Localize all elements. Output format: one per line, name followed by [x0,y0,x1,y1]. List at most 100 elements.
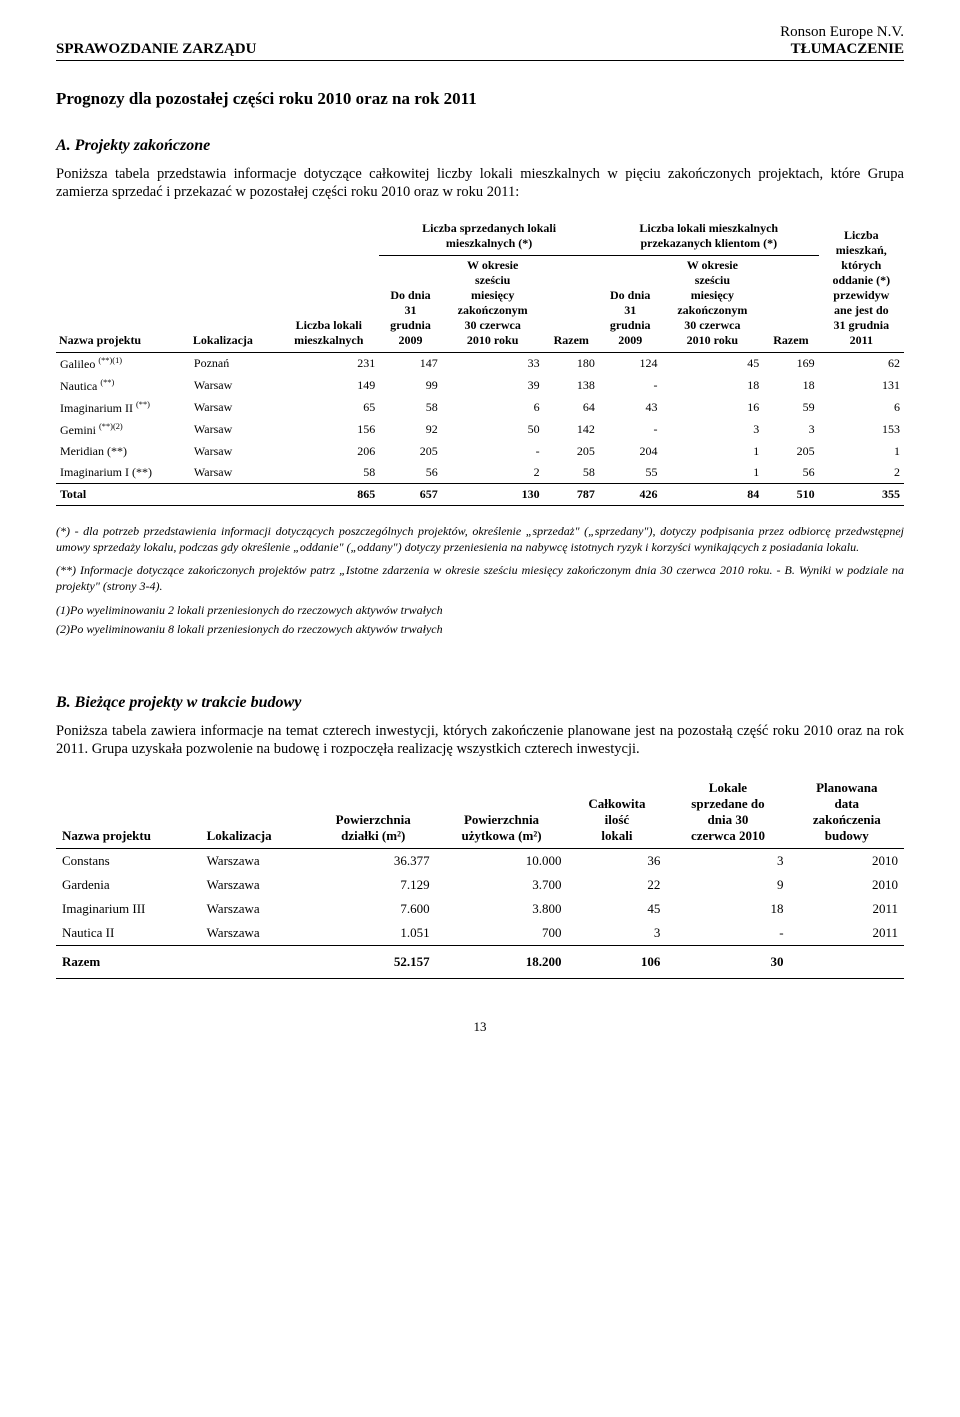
cell-a3: 205 [544,441,599,462]
table-row: Imaginarium I (**)Warsaw5856258551562 [56,462,904,484]
cell-loc: Warsaw [190,375,278,397]
cell-b3: 3 [763,419,818,441]
cell-name: Imaginarium I (**) [56,462,190,484]
cell-plot: 36.377 [311,849,436,874]
cell-total: 156 [278,419,379,441]
cell-planned: 2010 [790,849,904,874]
cell-b3: 56 [763,462,818,484]
footnote-1: (1)Po wyeliminowaniu 2 lokali przeniesio… [56,603,904,619]
cell-a2: 39 [442,375,544,397]
cell-loc: Warsaw [190,462,278,484]
cell-sold: 3 [666,849,789,874]
table-row: Imaginarium IIIWarszawa7.6003.8004518201… [56,897,904,921]
cell-exp: 131 [819,375,904,397]
cell-planned: 2010 [790,873,904,897]
cell-usable: 10.000 [436,849,568,874]
cell-total: 149 [278,375,379,397]
page-container: SPRAWOZDANIE ZARZĄDU Ronson Europe N.V. … [0,0,960,1075]
cell-total: 58 [278,462,379,484]
cell-a1: 58 [379,397,442,419]
page-header: SPRAWOZDANIE ZARZĄDU Ronson Europe N.V. … [56,24,904,61]
col-a-razem: Razem [544,256,599,353]
col-b-period: W okresiesześciumiesięcyzakończonym30 cz… [661,256,763,353]
cell-b1: 55 [599,462,662,484]
cell-a3: 58 [544,462,599,484]
cell-loc: Poznań [190,353,278,376]
table-row: Nautica IIWarszawa1.0517003-2011 [56,921,904,946]
cell-a1: 99 [379,375,442,397]
table-row: GardeniaWarszawa7.1293.7002292010 [56,873,904,897]
header-left: SPRAWOZDANIE ZARZĄDU [56,41,256,58]
cell-b3: 205 [763,441,818,462]
cell-total: 45 [567,897,666,921]
cell-total-label: Razem [56,946,201,979]
cell-a3: 138 [544,375,599,397]
cell-a3: 142 [544,419,599,441]
cell-name: Nautica II [56,921,201,946]
cell-loc: Warszawa [201,921,311,946]
cell-loc: Warszawa [201,849,311,874]
cell-plot: 7.129 [311,873,436,897]
cell-b2: 3 [661,419,763,441]
cell-b2: 1 [661,441,763,462]
cell-planned: 2011 [790,921,904,946]
col2-planned: Planowanadatazakończeniabudowy [790,776,904,849]
header-right: Ronson Europe N.V. TŁUMACZENIE [780,24,904,58]
cell-exp: 153 [819,419,904,441]
col2-name: Nazwa projektu [56,776,201,849]
cell-b2: 45 [661,353,763,376]
cell-a3: 180 [544,353,599,376]
section-a-intro: Poniższa tabela przedstawia informacje d… [56,165,904,201]
ongoing-projects-table: Nazwa projektu Lokalizacja Powierzchniad… [56,776,904,979]
cell-a3: 64 [544,397,599,419]
cell-a1: 147 [379,353,442,376]
cell-total: 231 [278,353,379,376]
col-expected: Liczbamieszkań,którychoddanie (*)przewid… [819,219,904,353]
col-loc: Lokalizacja [190,219,278,353]
cell-b1: 124 [599,353,662,376]
col-b-razem: Razem [763,256,818,353]
table-row: Galileo (**)(1)Poznań2311473318012445169… [56,353,904,376]
cell-name: Meridian (**) [56,441,190,462]
cell-total: 206 [278,441,379,462]
table-row: Meridian (**)Warsaw206205-20520412051 [56,441,904,462]
footnote-doublestar: (**) Informacje dotyczące zakończonych p… [56,563,904,594]
cell-total: 22 [567,873,666,897]
table-row: Gemini (**)(2)Warsaw1569250142-33153 [56,419,904,441]
footnote-star: (*) - dla potrzeb przedstawienia informa… [56,524,904,555]
col-name: Nazwa projektu [56,219,190,353]
cell-plot: 7.600 [311,897,436,921]
cell-usable: 3.800 [436,897,568,921]
col-b-2009: Do dnia31grudnia2009 [599,256,662,353]
cell-a1: 205 [379,441,442,462]
cell-name: Gemini (**)(2) [56,419,190,441]
cell-a2: 6 [442,397,544,419]
cell-name: Constans [56,849,201,874]
cell-total: 3 [567,921,666,946]
cell-b1: 204 [599,441,662,462]
col-a-2009: Do dnia31grudnia2009 [379,256,442,353]
header-company: Ronson Europe N.V. [780,24,904,41]
cell-b1: - [599,375,662,397]
cell-b1: 43 [599,397,662,419]
col2-loc: Lokalizacja [201,776,311,849]
cell-a1: 92 [379,419,442,441]
cell-loc: Warszawa [201,873,311,897]
cell-b3: 169 [763,353,818,376]
page-title: Prognozy dla pozostałej części roku 2010… [56,89,904,109]
col-span-sold: Liczba sprzedanych lokalimieszkalnych (*… [379,219,599,256]
cell-name: Imaginarium II (**) [56,397,190,419]
cell-b2: 18 [661,375,763,397]
cell-name: Gardenia [56,873,201,897]
cell-exp: 1 [819,441,904,462]
cell-sold: 9 [666,873,789,897]
col2-sold: Lokalesprzedane dodnia 30czerwca 2010 [666,776,789,849]
cell-name: Imaginarium III [56,897,201,921]
cell-name: Nautica (**) [56,375,190,397]
cell-b1: - [599,419,662,441]
cell-total: 65 [278,397,379,419]
cell-plot: 1.051 [311,921,436,946]
cell-a1: 56 [379,462,442,484]
cell-b2: 16 [661,397,763,419]
cell-exp: 6 [819,397,904,419]
